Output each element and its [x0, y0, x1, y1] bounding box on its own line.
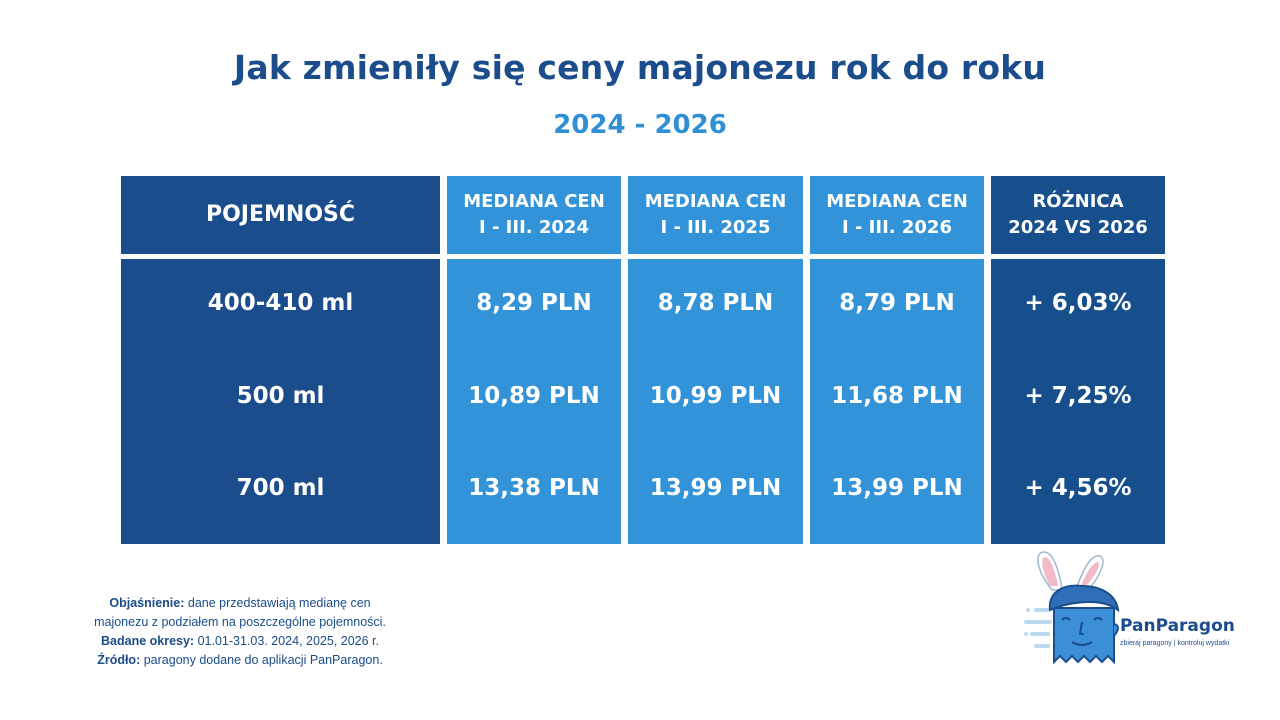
header-median-2026-line2: I - III. 2026	[841, 217, 952, 238]
logo-name: PanParagon	[1120, 616, 1235, 636]
column-pojemnosc: 400-410 ml 500 ml 700 ml	[121, 259, 440, 544]
footnote-explanation-text: dane przedstawiają medianę cen	[187, 596, 371, 610]
cell-2024-500: 10,89 PLN	[468, 383, 600, 409]
chart-subtitle: 2024 - 2026	[553, 110, 727, 140]
cell-2025-400: 8,78 PLN	[657, 290, 774, 316]
column-median-2025: 8,78 PLN 10,99 PLN 13,99 PLN	[628, 259, 803, 544]
header-pojemnosc-label: POJEMNOŚĆ	[205, 202, 356, 227]
header-median-2026-line1: MEDIANA CEN	[826, 191, 968, 212]
cell-2026-500: 11,68 PLN	[831, 383, 963, 409]
header-difference-line2: 2024 VS 2026	[1008, 217, 1148, 238]
cell-2025-500: 10,99 PLN	[649, 383, 782, 409]
header-median-2025-line1: MEDIANA CEN	[644, 191, 787, 212]
cell-2025-700: 13,99 PLN	[649, 475, 782, 501]
cell-capacity-400: 400-410 ml	[207, 290, 354, 316]
column-median-2026: 8,79 PLN 11,68 PLN 13,99 PLN	[810, 259, 984, 544]
header-median-2025-line2: I - III. 2025	[660, 217, 771, 238]
cell-capacity-700: 700 ml	[236, 475, 325, 501]
header-median-2024-line2: I - III. 2024	[478, 217, 589, 238]
footnote-explanation-label: Objaśnienie:	[109, 596, 185, 610]
header-pojemnosc: POJEMNOŚĆ	[121, 176, 440, 254]
header-median-2025: MEDIANA CEN I - III. 2025	[628, 176, 803, 254]
footnote-periods-text: 01.01-31.03. 2024, 2025, 2026 r.	[197, 634, 379, 648]
cell-capacity-500: 500 ml	[236, 383, 325, 409]
cell-2024-700: 13,38 PLN	[468, 475, 600, 501]
cell-diff-700: + 4,56%	[1024, 475, 1132, 501]
column-difference: + 6,03% + 7,25% + 4,56%	[991, 259, 1165, 544]
header-median-2024-line1: MEDIANA CEN	[463, 191, 605, 212]
footnote-explanation-text2: majonezu z podziałem na poszczególne poj…	[94, 615, 386, 629]
panparagon-mascot-logo	[1024, 551, 1120, 665]
footnote: Objaśnienie: dane przedstawiają medianę …	[40, 594, 440, 670]
cell-2026-400: 8,79 PLN	[839, 290, 955, 316]
footnote-periods-label: Badane okresy:	[101, 634, 195, 648]
chart-title: Jak zmieniły się ceny majonezu rok do ro…	[233, 48, 1047, 87]
header-difference-line1: RÓŻNICA	[1032, 191, 1124, 212]
column-median-2024: 8,29 PLN 10,89 PLN 13,38 PLN	[447, 259, 621, 544]
cell-2026-700: 13,99 PLN	[831, 475, 963, 501]
header-median-2026: MEDIANA CEN I - III. 2026	[810, 176, 984, 254]
header-median-2024: MEDIANA CEN I - III. 2024	[447, 176, 621, 254]
cell-2024-400: 8,29 PLN	[476, 290, 592, 316]
logo-tagline: zbieraj paragony | kontroluj wydatki	[1120, 640, 1230, 647]
cell-diff-400: + 6,03%	[1024, 290, 1132, 316]
header-difference: RÓŻNICA 2024 VS 2026	[991, 176, 1165, 254]
footnote-source-label: Źródło:	[97, 653, 141, 667]
footnote-source-text: paragony dodane do aplikacji PanParagon.	[143, 653, 383, 667]
cell-diff-500: + 7,25%	[1024, 383, 1132, 409]
